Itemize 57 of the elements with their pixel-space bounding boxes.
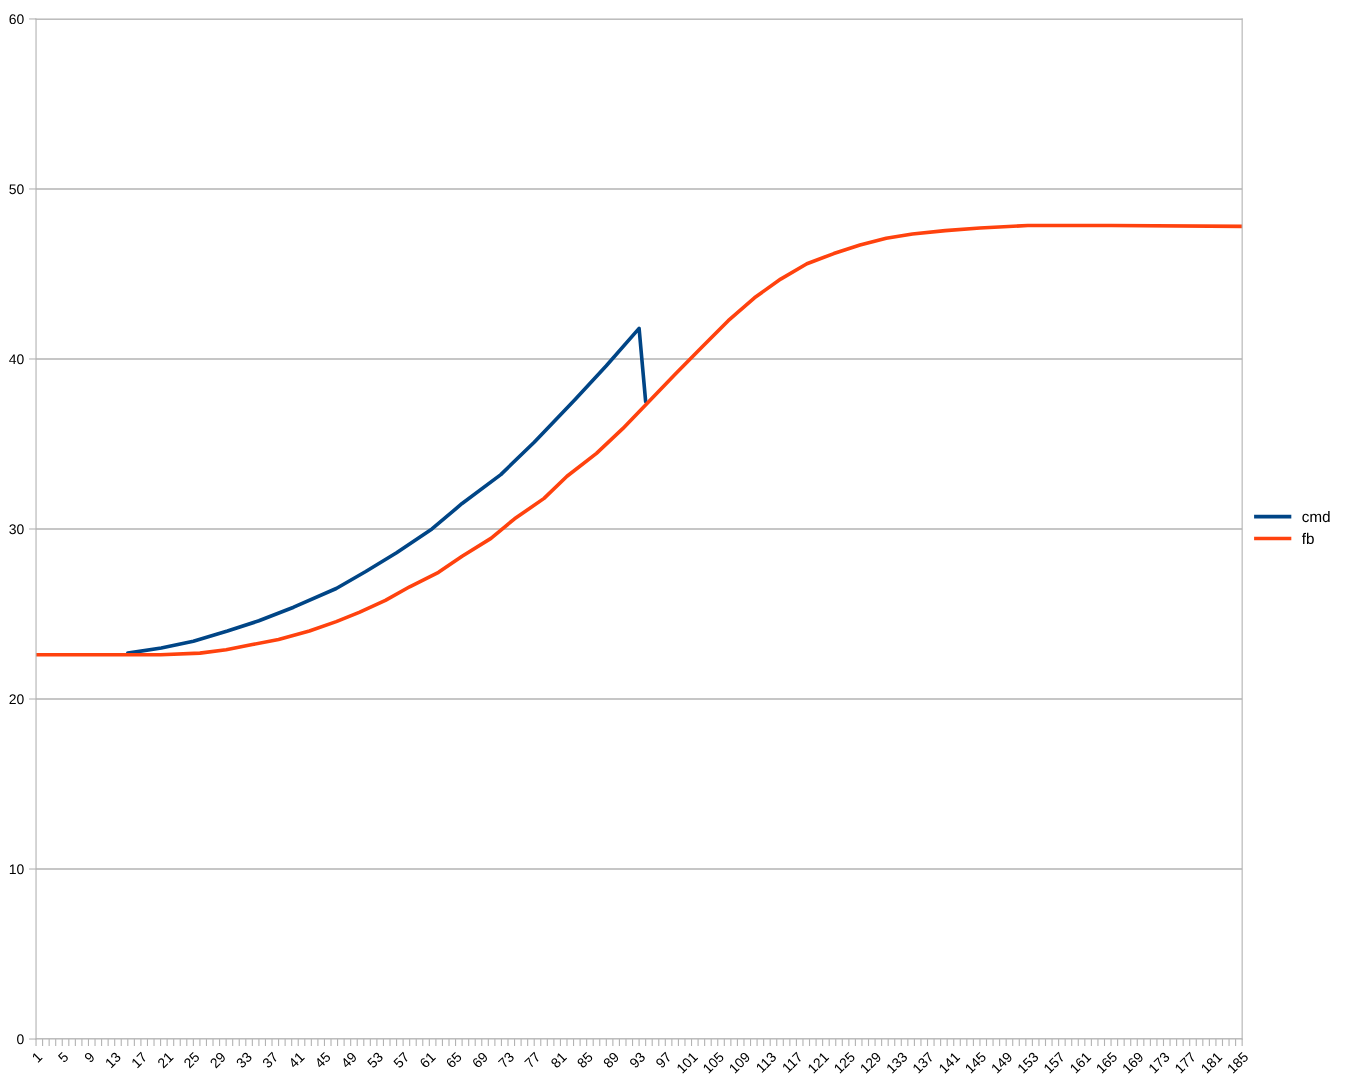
x-tick-label: 145: [964, 1051, 987, 1074]
x-tick-label: 173: [1148, 1051, 1171, 1074]
x-tick-label: 81: [550, 1051, 568, 1069]
x-tick-label: 9: [83, 1051, 96, 1064]
x-tick-label: 57: [392, 1051, 410, 1069]
x-tick-label: 169: [1121, 1051, 1145, 1074]
legend-label: fb: [1301, 532, 1314, 545]
x-tick-label: 29: [209, 1051, 227, 1069]
x-tick-label: 113: [755, 1051, 777, 1073]
x-tick-label: 85: [576, 1051, 594, 1069]
y-tick-label: 20: [9, 694, 24, 705]
y-tick-label: 50: [9, 184, 24, 195]
line-series: [126, 326, 648, 655]
x-tick-label: 5: [57, 1051, 70, 1064]
x-tick-label: 185: [1226, 1051, 1249, 1074]
x-tick-label: 177: [1174, 1051, 1197, 1074]
x-tick-label: 89: [602, 1051, 620, 1069]
x-tick-label: 165: [1095, 1051, 1118, 1074]
x-tick-label: 49: [340, 1051, 358, 1069]
x-tick-label: 45: [314, 1051, 332, 1069]
x-tick-label: 65: [445, 1051, 463, 1069]
x-tick-label: 129: [859, 1051, 882, 1074]
x-tick-label: 97: [655, 1051, 673, 1069]
x-tick-label: 117: [781, 1051, 804, 1073]
x-tick-label: 17: [131, 1051, 148, 1069]
x-tick-label: 121: [807, 1051, 830, 1074]
x-tick-label: 105: [702, 1051, 725, 1074]
x-tick-label: 149: [990, 1051, 1013, 1074]
x-tick-label: 41: [287, 1051, 305, 1069]
x-tick-label: 137: [912, 1051, 935, 1074]
x-tick-label: 37: [261, 1051, 279, 1069]
x-tick-label: 33: [235, 1051, 253, 1069]
y-tick-label: 40: [9, 354, 24, 365]
x-tick-label: 25: [183, 1051, 201, 1069]
x-tick-label: 1: [31, 1051, 43, 1063]
x-tick-label: 141: [938, 1051, 961, 1074]
x-tick-label: 69: [471, 1051, 489, 1069]
y-tick-label: 30: [9, 524, 24, 535]
x-tick-label: 125: [833, 1051, 856, 1074]
x-tick-label: 157: [1043, 1051, 1066, 1074]
legend-label: cmd: [1302, 510, 1330, 523]
x-tick-label: 109: [728, 1051, 751, 1074]
y-tick-label: 10: [9, 864, 24, 875]
y-tick-label: 0: [17, 1034, 24, 1045]
x-tick-label: 181: [1200, 1051, 1223, 1074]
x-tick-label: 73: [497, 1051, 515, 1069]
x-tick-label: 153: [1017, 1051, 1040, 1074]
x-tick-label: 61: [419, 1051, 437, 1069]
x-tick-label: 133: [885, 1051, 909, 1074]
x-tick-label: 21: [156, 1051, 174, 1069]
x-tick-label: 161: [1069, 1051, 1092, 1074]
x-tick-label: 93: [628, 1051, 646, 1069]
x-tick-label: 77: [524, 1051, 541, 1069]
x-tick-label: 101: [676, 1051, 699, 1074]
y-tick-label: 60: [9, 14, 24, 25]
x-tick-label: 53: [366, 1051, 384, 1069]
x-tick-label: 13: [104, 1051, 122, 1069]
